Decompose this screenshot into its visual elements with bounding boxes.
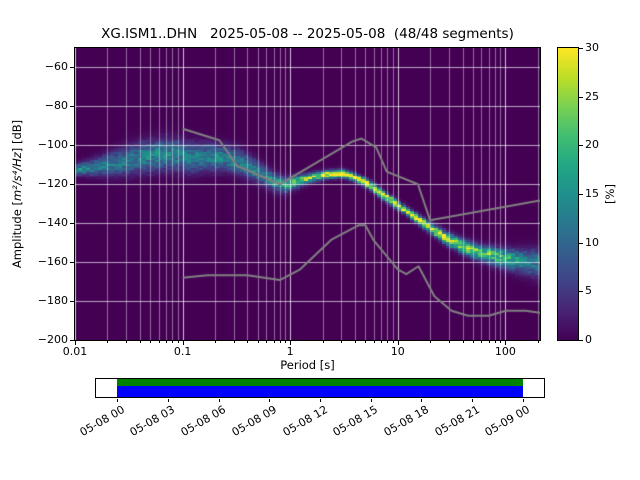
x-minor-tick — [140, 341, 141, 343]
x-minor-tick — [393, 341, 394, 343]
timeline-coverage-green-bar — [117, 379, 523, 386]
colorbar-tick-label: 20 — [585, 138, 599, 152]
colorbar-tick-label: 5 — [585, 284, 592, 298]
x-tick — [398, 341, 399, 345]
colorbar — [557, 47, 579, 341]
colorbar-tick-label: 30 — [585, 41, 599, 54]
y-tick — [70, 262, 74, 263]
timeline-tick-label: 05-08 15 — [330, 403, 381, 439]
timeline-tick-label: 05-08 18 — [381, 403, 431, 439]
x-minor-tick — [473, 341, 474, 343]
timeline-tick — [269, 399, 270, 402]
y-tick — [70, 184, 74, 185]
colorbar-tick-label: 0 — [585, 333, 592, 346]
timeline-tick — [523, 399, 524, 402]
timeline-tick-label: 05-08 06 — [178, 403, 229, 439]
x-axis-label: Period [s] — [280, 358, 335, 372]
timeline-tick — [320, 399, 321, 402]
colorbar-tick-label: 10 — [585, 235, 599, 249]
x-minor-tick — [107, 341, 108, 343]
timeline-tick — [472, 399, 473, 402]
x-minor-tick — [365, 341, 366, 343]
colorbar-tick-label: 25 — [585, 89, 599, 103]
x-minor-tick — [215, 341, 216, 343]
x-minor-tick — [150, 341, 151, 343]
colorbar-tick — [579, 291, 583, 292]
x-minor-tick — [341, 341, 342, 343]
y-tick-label: −80 — [44, 99, 68, 113]
colorbar-tick — [579, 97, 583, 98]
timeline-tick-label: 05-08 12 — [280, 403, 330, 439]
y-tick-label: −180 — [37, 294, 68, 308]
x-minor-tick — [500, 341, 501, 343]
x-tick-label: 0.01 — [62, 345, 88, 358]
x-minor-tick — [374, 341, 375, 343]
y-tick-label: −140 — [37, 216, 68, 230]
timeline-tick-label: 05-09 00 — [483, 403, 533, 439]
y-tick-label: −60 — [44, 60, 68, 74]
timeline-tick — [168, 399, 169, 402]
timeline-tick — [117, 399, 118, 402]
x-tick — [290, 341, 291, 345]
timeline-tick — [219, 399, 220, 402]
x-minor-tick — [285, 341, 286, 343]
x-tick-label: 10 — [390, 345, 405, 358]
y-tick-label: −100 — [37, 138, 68, 152]
x-minor-tick — [266, 341, 267, 343]
y-tick-label: −200 — [37, 333, 68, 346]
x-minor-tick — [495, 341, 496, 343]
plot-title: XG.ISM1..DHN 2025-05-08 -- 2025-05-08 (4… — [101, 26, 514, 42]
x-minor-tick — [258, 341, 259, 343]
timeline-data-blue-bar — [117, 386, 523, 397]
timeline-tick — [421, 399, 422, 402]
x-minor-tick — [489, 341, 490, 343]
x-minor-tick — [126, 341, 127, 343]
timeline-tick — [371, 399, 372, 402]
y-tick — [70, 223, 74, 224]
y-tick-label: −120 — [37, 177, 68, 191]
colorbar-tick — [579, 340, 583, 341]
colorbar-tick — [579, 145, 583, 146]
timeline-tick-label: 05-08 21 — [432, 403, 482, 439]
x-minor-tick — [323, 341, 324, 343]
x-minor-tick — [166, 341, 167, 343]
y-tick-label: −160 — [37, 255, 68, 269]
x-minor-tick — [381, 341, 382, 343]
colorbar-tick — [579, 194, 583, 195]
x-tick — [505, 341, 506, 345]
x-minor-tick — [387, 341, 388, 343]
x-minor-tick — [430, 341, 431, 343]
x-minor-tick — [463, 341, 464, 343]
x-tick-label: 100 — [494, 345, 516, 358]
x-minor-tick — [178, 341, 179, 343]
y-tick — [70, 106, 74, 107]
y-tick — [70, 340, 74, 341]
y-tick — [70, 67, 74, 68]
x-minor-tick — [234, 341, 235, 343]
timeline-axis — [95, 378, 545, 398]
y-tick — [70, 301, 74, 302]
colorbar-tick-label: 15 — [585, 187, 599, 200]
colorbar-tick — [579, 243, 583, 244]
x-tick — [183, 341, 184, 345]
x-minor-tick — [274, 341, 275, 343]
timeline-tick-label: 05-08 00 — [77, 403, 127, 439]
x-minor-tick — [172, 341, 173, 343]
y-tick — [70, 145, 74, 146]
psd-heatmap-canvas — [74, 47, 541, 341]
x-minor-tick — [449, 341, 450, 343]
x-minor-tick — [247, 341, 248, 343]
x-minor-tick — [280, 341, 281, 343]
colorbar-tick — [579, 48, 583, 49]
x-minor-tick — [538, 341, 539, 343]
timeline-tick-label: 05-08 09 — [229, 403, 279, 439]
x-minor-tick — [481, 341, 482, 343]
x-tick-label: 1 — [286, 345, 294, 358]
x-tick-label: 0.1 — [173, 345, 192, 358]
timeline-tick-label: 05-08 03 — [127, 403, 178, 439]
x-minor-tick — [355, 341, 356, 343]
x-tick — [75, 341, 76, 345]
x-minor-tick — [159, 341, 160, 343]
